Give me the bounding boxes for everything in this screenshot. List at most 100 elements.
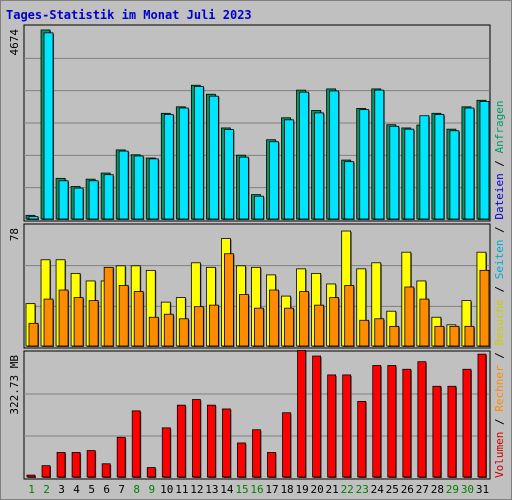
bar-volumen-day-16 [252,429,261,478]
bar-volumen-day-15 [237,442,246,478]
x-tick-label: 19 [295,483,308,496]
legend-separator: / [493,346,506,366]
bar-seiten-day-25 [389,125,400,220]
bar-rechner-day-6 [103,266,114,347]
bar-seiten-day-27 [419,115,430,220]
bar-rechner-day-2 [43,298,54,347]
legend-item-rechner: Rechner [493,365,506,412]
x-tick-label: 23 [356,483,369,496]
bar-seiten-day-20 [314,112,325,220]
bar-seiten-day-29 [449,130,460,220]
bar-rechner-day-18 [284,307,294,347]
legend-item-anfragen: Anfragen [493,100,506,153]
x-tick-label: 21 [326,483,339,496]
bar-rechner-day-9 [148,316,159,347]
legend-separator: / [493,220,506,240]
bar-seiten-day-5 [88,180,99,220]
chart-title: Tages-Statistik im Monat Juli 2023 [6,8,252,22]
bar-seiten-day-8 [133,155,144,220]
bar-rechner-day-3 [58,289,69,347]
bar-seiten-day-7 [118,150,129,220]
legend-separator: / [493,412,506,432]
bar-volumen-day-4 [71,452,81,478]
bar-rechner-day-24 [374,318,385,347]
x-tick-label: 2 [43,483,50,496]
bar-volumen-day-29 [447,385,457,478]
bar-rechner-day-13 [208,304,219,347]
bar-volumen-day-23 [357,400,367,478]
bar-seiten-day-9 [148,158,159,220]
bar-rechner-day-7 [118,285,129,347]
x-tick-label: 4 [73,483,80,496]
bar-volumen-day-18 [282,412,291,478]
bar-volumen-day-28 [432,385,442,478]
x-tick-label: 5 [88,483,95,496]
bar-seiten-day-13 [208,95,219,220]
bar-seiten-day-6 [103,174,114,220]
bar-rechner-day-27 [419,298,430,347]
bar-volumen-day-25 [387,365,397,478]
panel-top: 4674 [8,24,491,222]
bar-seiten-day-2 [43,32,54,220]
bar-seiten-day-24 [374,89,385,220]
bar-seiten-day-4 [73,187,84,220]
legend-item-besuche: Besuche [493,299,506,345]
bar-seiten-day-19 [299,91,309,220]
bar-rechner-day-20 [314,304,325,347]
x-tick-label: 26 [401,483,414,496]
bar-seiten-day-22 [344,161,355,220]
x-tick-label: 16 [250,483,263,496]
legend-item-dateien: Dateien [493,173,506,219]
bar-volumen-day-31 [477,353,487,478]
bar-rechner-day-12 [193,306,204,347]
x-tick-label: 13 [205,483,218,496]
legend-separator: / [493,153,506,173]
x-tick-label: 28 [431,483,444,496]
bar-seiten-day-28 [434,114,445,220]
bar-volumen-day-8 [131,410,141,478]
bar-rechner-day-17 [269,289,279,347]
x-tick-label: 27 [416,483,429,496]
bar-volumen-day-13 [206,404,216,478]
bar-volumen-day-12 [191,399,201,478]
bar-rechner-day-30 [464,325,475,347]
bar-volumen-day-14 [222,408,231,478]
panel-max-label: 78 [8,228,21,241]
bar-seiten-day-16 [254,195,264,220]
panel-max-label: 322.73 MB [8,355,21,415]
bar-volumen-day-22 [342,374,352,478]
bar-rechner-day-16 [254,307,264,347]
bar-seiten-day-26 [404,128,415,220]
bar-volumen-day-1 [26,474,36,478]
panel-bottom: 322.73 MB [8,349,491,480]
bar-seiten-day-3 [58,180,69,220]
legend-item-seiten: Seiten [493,240,506,280]
x-tick-label: 1 [28,483,35,496]
bar-volumen-day-9 [146,467,156,478]
bar-rechner-day-19 [299,291,309,347]
bar-volumen-day-27 [417,361,427,478]
chart-panels: 4674 78 322.73 MB [8,24,491,480]
bar-volumen-day-3 [56,452,66,478]
x-tick-label: 10 [160,483,173,496]
bar-seiten-day-11 [178,107,189,220]
bar-seiten-day-18 [284,119,294,220]
bar-rechner-day-10 [163,313,174,347]
bar-seiten-day-21 [329,90,340,220]
bar-rechner-day-21 [329,297,340,347]
x-tick-label: 24 [371,483,385,496]
bar-seiten-day-12 [193,86,204,220]
bar-rechner-day-29 [449,325,460,347]
bar-rechner-day-31 [479,269,490,347]
x-tick-label: 7 [118,483,125,496]
bar-seiten-day-17 [269,141,279,220]
x-tick-label: 14 [220,483,234,496]
bar-volumen-day-17 [267,452,276,478]
bar-rechner-day-4 [73,297,84,347]
bar-seiten-day-10 [163,114,174,220]
bar-rechner-day-25 [389,325,400,347]
panel-middle: 78 [8,223,491,349]
legend-item-volumen: Volumen [493,432,506,478]
bar-seiten-day-15 [239,156,249,220]
bar-rechner-day-28 [434,325,445,347]
